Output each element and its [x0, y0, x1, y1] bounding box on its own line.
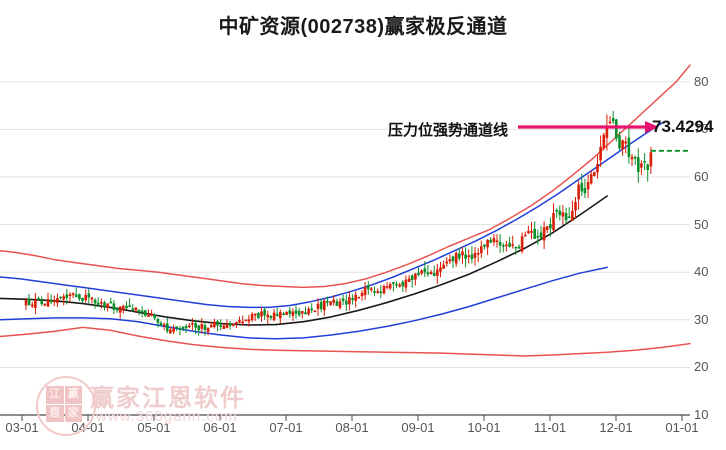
x-axis-tick-label: 12-01 — [599, 420, 633, 435]
x-axis-tick-label: 06-01 — [203, 420, 237, 435]
annotation-value: 73.4294 — [652, 117, 714, 136]
x-axis-tick-label: 05-01 — [137, 420, 171, 435]
seal-char: 恩 — [46, 404, 64, 422]
y-axis-tick-label: 40 — [694, 264, 709, 280]
seal-ring — [36, 376, 96, 436]
x-axis-tick-label: 07-01 — [269, 420, 303, 435]
x-axis-tick-label: 03-01 — [5, 420, 39, 435]
seal-char: 江 — [46, 386, 64, 404]
seal-character-grid: 江 赢 恩 家 — [46, 386, 82, 422]
watermark-brand: 赢家江恩软件 — [90, 385, 246, 412]
y-axis-tick-label: 20 — [694, 359, 709, 375]
x-axis-tick-label: 08-01 — [335, 420, 369, 435]
page-title: 中矿资源(002738)赢家极反通道 — [218, 16, 508, 38]
gridlines — [0, 81, 690, 416]
seal-char: 家 — [64, 404, 82, 422]
x-axis-tick-label: 09-01 — [401, 420, 435, 435]
y-axis-tick-label: 10 — [694, 407, 709, 422]
watermark-seal-logo: 江 赢 恩 家 — [36, 376, 96, 436]
candlestick-series — [24, 110, 653, 336]
x-axis-tick-label: 01-01 — [665, 420, 699, 435]
y-axis-tick-label: 80 — [694, 73, 709, 89]
annotation-arrow — [518, 121, 659, 133]
y-axis-tick-label: 30 — [694, 311, 709, 327]
y-axis-tick-label: 70 — [694, 121, 709, 137]
axis-lines — [0, 414, 690, 421]
x-axis-tick-label: 11-01 — [533, 420, 567, 435]
y-axis-tick-label: 60 — [694, 169, 709, 184]
annotation-label: 压力位强势通道线 — [388, 122, 509, 139]
channel-bands — [0, 64, 691, 357]
x-axis-tick-label: 10-01 — [467, 420, 501, 435]
watermark-url: www.360gann.com — [96, 408, 238, 425]
y-axis-tick-label: 50 — [694, 216, 709, 232]
seal-char: 赢 — [64, 386, 82, 404]
